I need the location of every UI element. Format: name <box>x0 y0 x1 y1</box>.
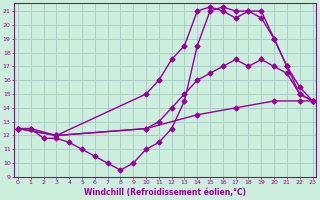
X-axis label: Windchill (Refroidissement éolien,°C): Windchill (Refroidissement éolien,°C) <box>84 188 246 197</box>
